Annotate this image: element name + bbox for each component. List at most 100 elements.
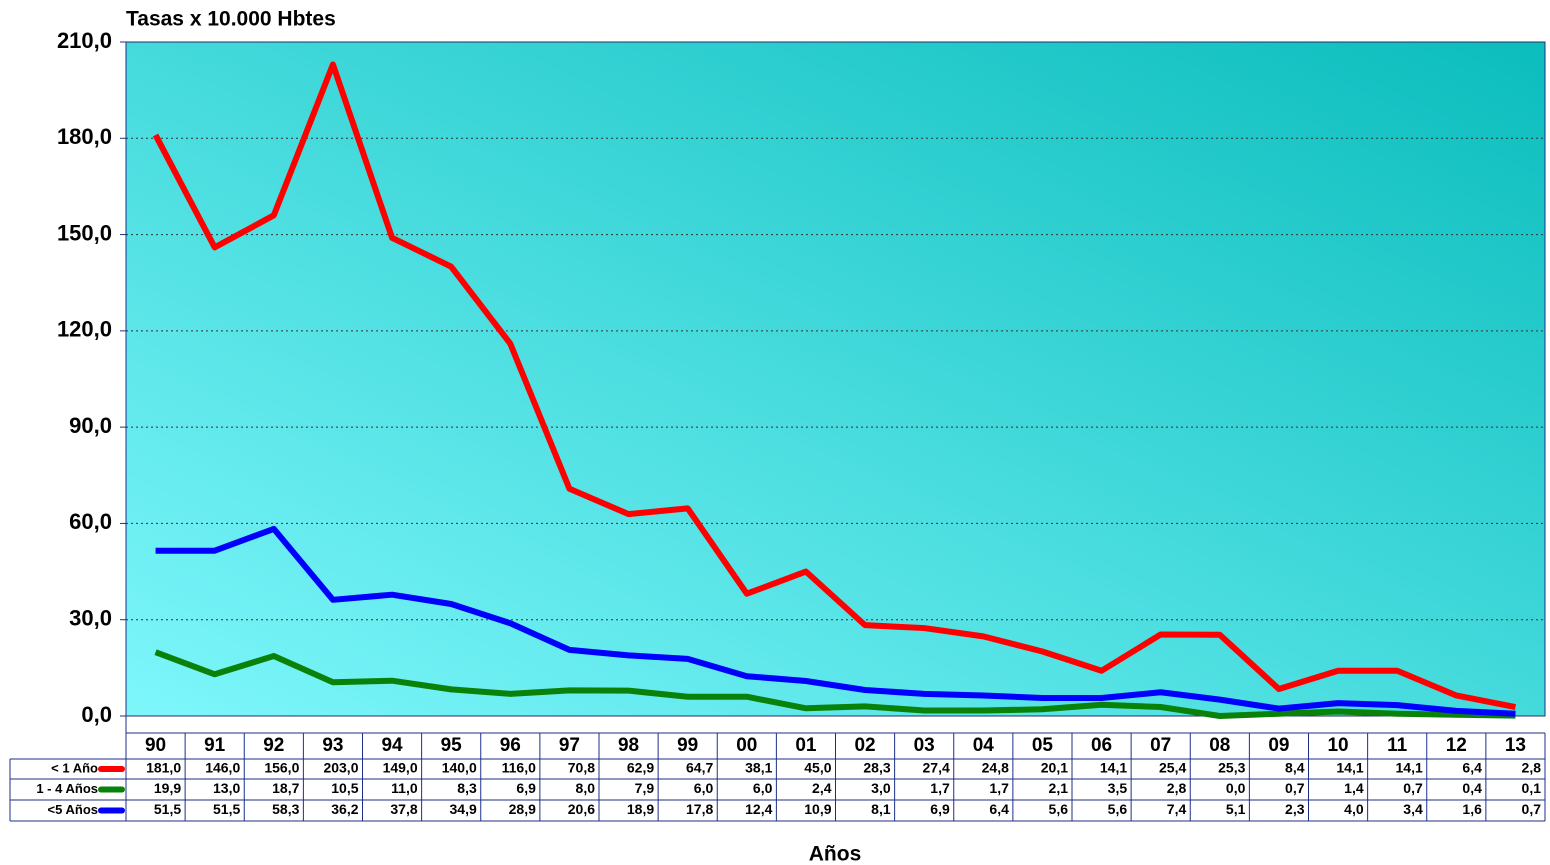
- table-value: 3,5: [1108, 780, 1128, 796]
- table-value: 10,9: [804, 801, 831, 817]
- x-tick-label: 00: [736, 735, 757, 756]
- x-tick-label: 09: [1268, 735, 1289, 756]
- table-value: 0,0: [1226, 780, 1246, 796]
- table-value: 37,8: [390, 801, 417, 817]
- table-value: 1,7: [930, 780, 950, 796]
- table-value: 146,0: [205, 760, 240, 776]
- table-value: 5,6: [1108, 801, 1128, 817]
- table-value: 28,9: [509, 801, 536, 817]
- table-value: 8,3: [457, 780, 477, 796]
- table-value: 17,8: [686, 801, 713, 817]
- table-value: 11,0: [391, 780, 418, 796]
- x-tick-label: 98: [618, 735, 639, 756]
- x-tick-label: 99: [677, 735, 698, 756]
- table-value: 6,0: [753, 780, 773, 796]
- x-tick-label: 01: [795, 735, 817, 756]
- table-value: 20,6: [568, 801, 595, 817]
- table-value: 64,7: [686, 760, 713, 776]
- table-value: 8,1: [871, 801, 891, 817]
- chart-title: Tasas x 10.000 Hbtes: [126, 8, 336, 31]
- plot-area: [125, 41, 1546, 717]
- table-value: 3,0: [871, 780, 891, 796]
- table-value: 0,7: [1522, 801, 1542, 817]
- table-value: 116,0: [502, 760, 536, 776]
- table-value: 19,9: [154, 780, 181, 796]
- table-value: 14,1: [1336, 760, 1363, 776]
- x-tick-label: 90: [145, 735, 166, 756]
- table-value: 12,4: [745, 801, 772, 817]
- x-tick-label: 91: [204, 735, 226, 756]
- table-value: 62,9: [627, 760, 654, 776]
- series-line: [154, 649, 1516, 719]
- table-value: 140,0: [442, 760, 477, 776]
- y-tick-label: 210,0: [57, 28, 112, 53]
- x-tick-label: 95: [441, 735, 463, 756]
- table-value: 203,0: [323, 760, 358, 776]
- table-value: 0,7: [1403, 780, 1423, 796]
- table-value: 24,8: [982, 760, 1009, 776]
- table-value: 156,0: [264, 760, 299, 776]
- x-tick-label: 05: [1032, 735, 1054, 756]
- table-value: 25,4: [1159, 760, 1186, 776]
- x-tick-label: 93: [322, 735, 343, 756]
- table-value: 6,0: [694, 780, 714, 796]
- table-value: 58,3: [272, 801, 299, 817]
- x-tick-label: 06: [1091, 735, 1112, 756]
- y-tick-label: 90,0: [69, 413, 112, 438]
- x-tick-label: 10: [1327, 735, 1348, 756]
- table-value: 14,1: [1396, 760, 1423, 776]
- table-value: 0,4: [1462, 780, 1482, 796]
- table-value: 4,0: [1344, 801, 1364, 817]
- table-value: 1,6: [1462, 801, 1482, 817]
- x-tick-label: 08: [1209, 735, 1230, 756]
- x-tick-label: 02: [854, 735, 875, 756]
- table-value: 10,5: [331, 780, 358, 796]
- x-tick-label: 92: [263, 735, 284, 756]
- table-value: 181,0: [146, 760, 181, 776]
- table-value: 5,6: [1049, 801, 1069, 817]
- table-value: 36,2: [331, 801, 358, 817]
- table-value: 1,7: [989, 780, 1009, 796]
- table-value: 45,0: [804, 760, 831, 776]
- table-value: 34,9: [450, 801, 477, 817]
- y-tick-label: 30,0: [69, 606, 112, 631]
- x-tick-label: 04: [973, 735, 995, 756]
- table-value: 2,8: [1167, 780, 1187, 796]
- table-value: 51,5: [154, 801, 181, 817]
- legend-label: < 1 Año: [51, 760, 98, 775]
- table-value: 18,9: [627, 801, 654, 817]
- table-value: 6,9: [930, 801, 950, 817]
- x-tick-label: 12: [1446, 735, 1467, 756]
- y-tick-label: 0,0: [81, 702, 112, 727]
- legend-label: 1 - 4 Años: [36, 781, 98, 796]
- table-value: 8,0: [576, 780, 596, 796]
- y-tick-label: 180,0: [57, 124, 112, 149]
- table-value: 0,7: [1285, 780, 1305, 796]
- table-value: 18,7: [272, 780, 299, 796]
- table-value: 2,1: [1049, 780, 1069, 796]
- table-value: 7,4: [1167, 801, 1187, 817]
- table-value: 5,1: [1226, 801, 1246, 817]
- table-value: 149,0: [383, 760, 418, 776]
- series-line: [152, 61, 1517, 710]
- legend-label: <5 Años: [48, 802, 98, 817]
- x-tick-label: 03: [914, 735, 935, 756]
- x-tick-label: 94: [381, 735, 403, 756]
- table-value: 6,4: [1462, 760, 1482, 776]
- x-tick-label: 13: [1505, 735, 1526, 756]
- table-value: 6,4: [989, 801, 1009, 817]
- table-value: 14,1: [1100, 760, 1127, 776]
- x-tick-label: 97: [559, 735, 580, 756]
- y-tick-label: 150,0: [57, 220, 112, 245]
- table-value: 2,4: [812, 780, 832, 796]
- table-value: 20,1: [1041, 760, 1068, 776]
- x-tick-label: 96: [500, 735, 521, 756]
- table-value: 1,4: [1344, 780, 1364, 796]
- x-tick-label: 11: [1387, 735, 1408, 756]
- table-value: 38,1: [745, 760, 772, 776]
- table-value: 0,1: [1522, 780, 1542, 796]
- table-value: 13,0: [213, 780, 240, 796]
- y-tick-label: 120,0: [57, 317, 112, 342]
- table-value: 2,8: [1522, 760, 1542, 776]
